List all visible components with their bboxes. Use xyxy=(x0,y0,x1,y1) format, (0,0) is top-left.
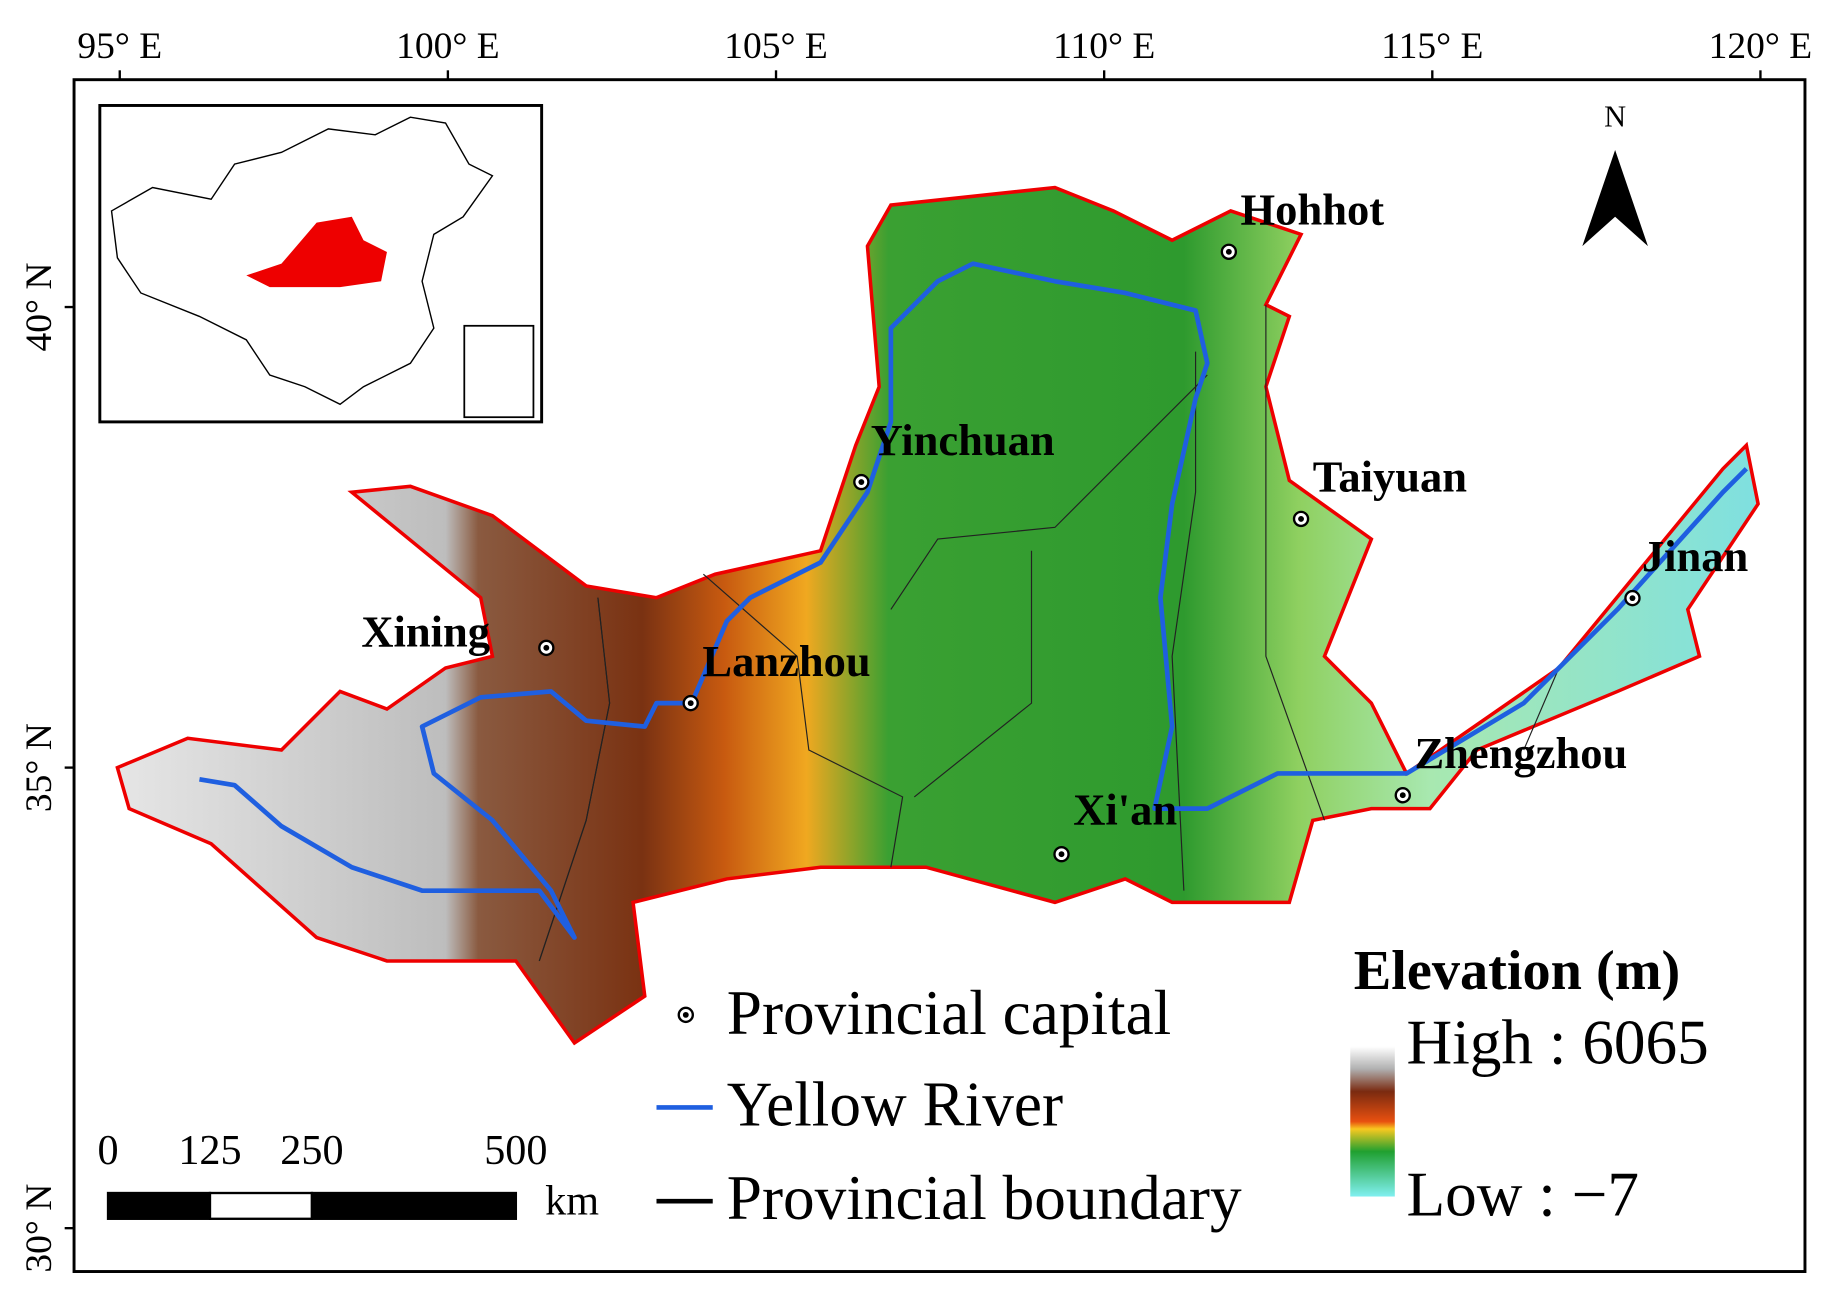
north-arrow: N xyxy=(1582,100,1648,247)
city-label: Taiyuan xyxy=(1313,452,1468,502)
lon-tick-label: 110° E xyxy=(1053,26,1155,67)
north-label: N xyxy=(1604,100,1626,134)
city-label: Jinan xyxy=(1642,531,1749,581)
lon-tick-label: 120° E xyxy=(1709,26,1813,67)
city-label: Lanzhou xyxy=(702,636,870,686)
inset-islands xyxy=(463,324,535,419)
elevation-high: High : 6065 xyxy=(1407,1007,1709,1077)
city-label: Xining xyxy=(361,606,490,656)
lat-tick-label: 30° N xyxy=(19,1184,60,1273)
city-dot xyxy=(858,479,865,485)
scale-segment xyxy=(106,1191,212,1220)
city-dot xyxy=(543,644,550,651)
elevation-colorbar xyxy=(1350,1046,1395,1197)
scale-unit: km xyxy=(545,1177,599,1224)
city-label: Zhengzhou xyxy=(1414,728,1627,778)
elevation-title: Elevation (m) xyxy=(1354,940,1681,1002)
city-dot xyxy=(1399,792,1406,799)
inset-map xyxy=(98,104,544,424)
province-boundary xyxy=(538,304,1560,962)
city-dot xyxy=(1298,515,1304,522)
lat-tick-label: 40° N xyxy=(19,263,60,352)
city-dot xyxy=(687,700,694,707)
city-dot xyxy=(1058,851,1065,858)
scale-segment xyxy=(310,1191,518,1220)
lon-tick-label: 95° E xyxy=(77,26,162,67)
basin xyxy=(115,185,1760,1046)
city-label: Xi'an xyxy=(1073,785,1177,835)
north-arrow-shape xyxy=(1582,150,1648,247)
yellow-river xyxy=(199,261,1749,940)
scale-label: 500 xyxy=(484,1127,547,1174)
city-label: Yinchuan xyxy=(871,415,1055,465)
scale-label: 250 xyxy=(280,1127,343,1174)
city-label: Hohhot xyxy=(1241,184,1385,234)
legend: Provincial capital Yellow River Provinci… xyxy=(656,940,1709,1233)
basin-inset xyxy=(246,216,387,288)
scale-label: 125 xyxy=(178,1127,241,1174)
legend-river: Yellow River xyxy=(727,1069,1063,1139)
legend-capital: Provincial capital xyxy=(727,978,1171,1048)
lon-tick-label: 105° E xyxy=(724,26,828,67)
lon-tick-label: 100° E xyxy=(396,26,500,67)
elevation-low: Low : −7 xyxy=(1407,1160,1639,1230)
scale-label: 0 xyxy=(97,1127,118,1174)
legend-boundary: Provincial boundary xyxy=(727,1163,1242,1233)
scale-segment xyxy=(208,1191,314,1220)
legend-capital-dot xyxy=(682,1011,689,1018)
city-dot xyxy=(1629,595,1636,602)
lon-tick-label: 115° E xyxy=(1381,26,1483,67)
lat-tick-label: 35° N xyxy=(19,723,60,812)
city-dot xyxy=(1225,248,1232,255)
